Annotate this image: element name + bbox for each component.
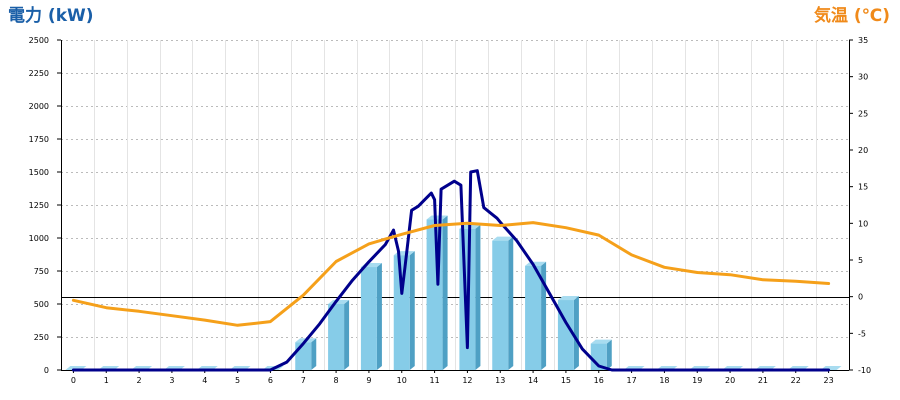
- left-tick-label: 250: [34, 333, 49, 342]
- temperature-line: [71, 221, 831, 327]
- right-tick-label: 0: [858, 293, 863, 302]
- bar-side: [344, 300, 350, 370]
- x-tick-label: 0: [71, 376, 76, 385]
- left-tick-label: 2500: [29, 36, 49, 45]
- x-tick-label: 16: [594, 376, 604, 385]
- left-tick-label: 750: [34, 267, 49, 276]
- x-tick-label: 7: [301, 376, 306, 385]
- left-tick-label: 1000: [29, 234, 49, 243]
- x-tick-label: 10: [397, 376, 407, 385]
- x-tick-label: 12: [462, 376, 472, 385]
- x-tick-label: 11: [429, 376, 439, 385]
- bar-side: [376, 263, 382, 370]
- left-tick-label: 500: [34, 300, 49, 309]
- right-tick-label: 30: [858, 73, 868, 82]
- bar-side: [475, 224, 481, 370]
- left-tick-label: 2000: [29, 102, 49, 111]
- right-tick-label: 20: [858, 146, 868, 155]
- bar-side: [311, 338, 317, 370]
- left-tick-label: 1500: [29, 168, 49, 177]
- x-tick-label: 6: [268, 376, 273, 385]
- x-tick-label: 15: [561, 376, 571, 385]
- x-tick-label: 21: [758, 376, 768, 385]
- left-tick-label: 0: [44, 366, 49, 375]
- x-tick-label: 8: [334, 376, 339, 385]
- bar: [360, 267, 377, 370]
- right-tick-label: -5: [858, 329, 866, 338]
- power-line: [71, 169, 831, 372]
- bar: [393, 255, 410, 370]
- bar-side: [442, 215, 448, 370]
- bar-side: [606, 339, 612, 370]
- bar: [295, 342, 312, 370]
- right-axis-title: 気温 (℃): [813, 6, 890, 26]
- x-tick-label: 3: [169, 376, 174, 385]
- right-tick-label: 35: [858, 36, 868, 45]
- left-tick-label: 1250: [29, 201, 49, 210]
- left-axis-title: 電力 (kW): [8, 6, 94, 26]
- x-tick-label: 22: [791, 376, 801, 385]
- bar-top: [557, 296, 579, 301]
- bar: [328, 304, 345, 370]
- x-tick-label: 18: [659, 376, 669, 385]
- x-tick-label: 4: [202, 376, 207, 385]
- right-tick-label: 15: [858, 183, 868, 192]
- left-tick-label: 1750: [29, 135, 49, 144]
- bar-side: [409, 251, 415, 370]
- bar: [492, 240, 509, 370]
- left-tick-label: 2250: [29, 69, 49, 78]
- x-tick-label: 2: [137, 376, 142, 385]
- right-tick-label: -10: [858, 366, 871, 375]
- x-tick-label: 1: [104, 376, 109, 385]
- right-tick-label: 10: [858, 219, 868, 228]
- bar-top: [492, 236, 514, 241]
- bar-top: [590, 339, 612, 344]
- right-tick-label: 25: [858, 109, 868, 118]
- x-tick-label: 9: [366, 376, 371, 385]
- x-tick-label: 19: [692, 376, 702, 385]
- x-tick-label: 13: [495, 376, 505, 385]
- x-tick-label: 14: [528, 376, 538, 385]
- x-tick-label: 17: [626, 376, 636, 385]
- bar-top: [426, 215, 448, 220]
- bar: [525, 265, 542, 370]
- x-tick-label: 5: [235, 376, 240, 385]
- x-tick-label: 23: [823, 376, 833, 385]
- bar-side: [541, 261, 547, 370]
- bar-side: [508, 236, 514, 370]
- right-tick-label: 5: [858, 256, 863, 265]
- bar-side: [573, 296, 579, 370]
- x-tick-label: 20: [725, 376, 735, 385]
